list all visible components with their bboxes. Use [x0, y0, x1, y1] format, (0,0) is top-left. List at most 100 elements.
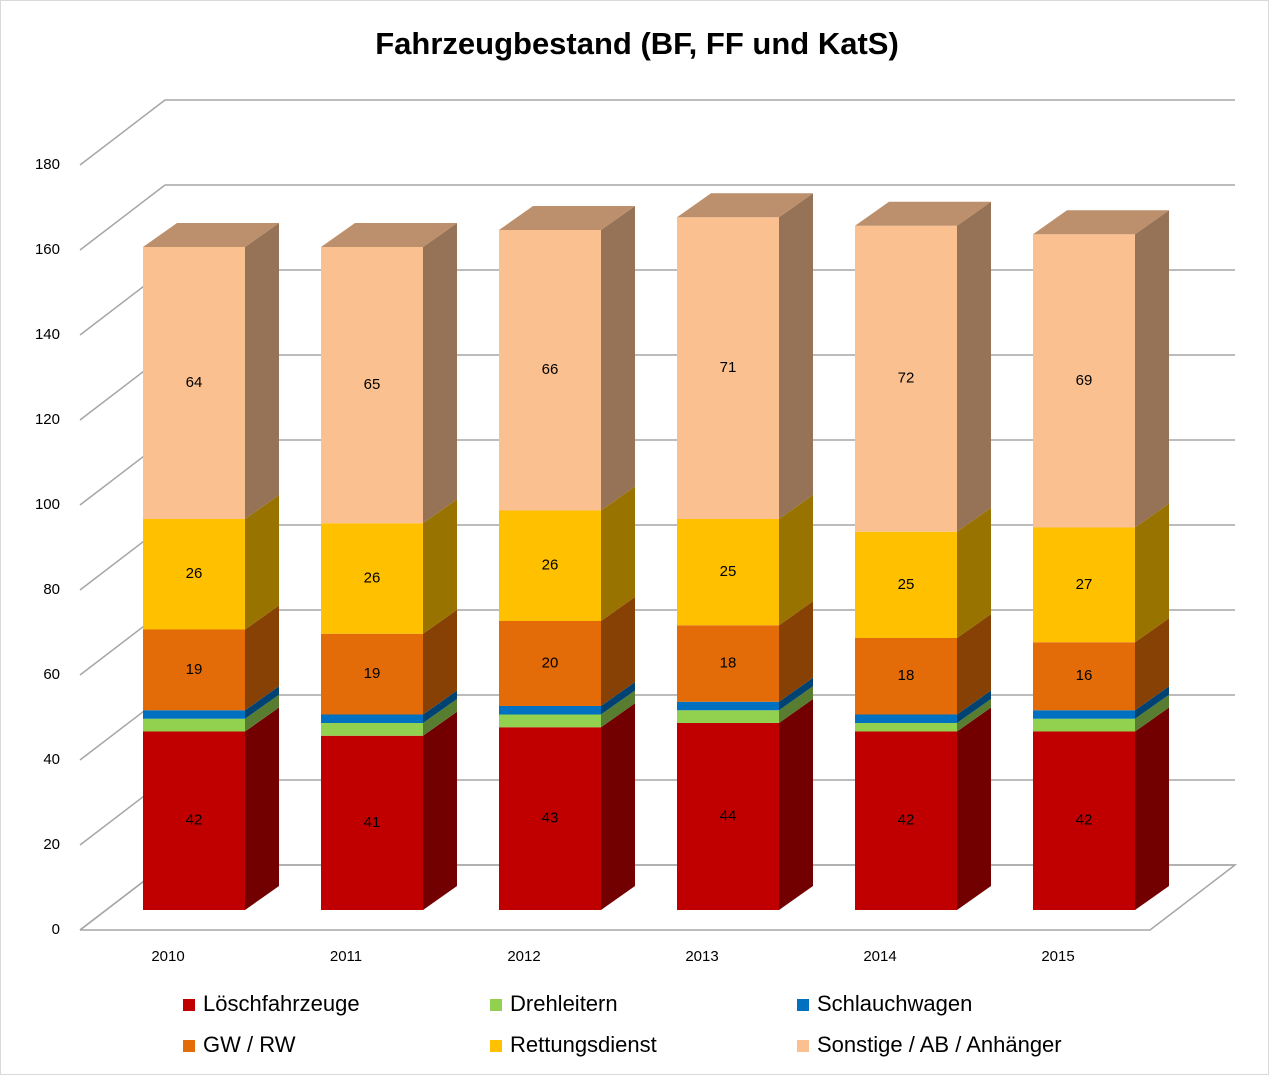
bar	[855, 225, 957, 532]
bar-side	[245, 694, 279, 732]
bar	[677, 217, 779, 519]
y-tick-label: 140	[35, 326, 60, 343]
bar-side	[601, 690, 635, 728]
y-tick-label: 0	[52, 921, 60, 938]
bar-side	[601, 206, 635, 511]
bar-top	[1033, 210, 1169, 235]
bar-side	[423, 609, 457, 715]
bar-side	[1135, 618, 1169, 711]
bar-side	[957, 507, 991, 638]
bar	[1033, 527, 1135, 643]
bar	[499, 230, 601, 511]
bar	[1033, 234, 1135, 528]
bar	[677, 519, 779, 626]
bar-side	[779, 495, 813, 626]
bar-side	[957, 707, 991, 910]
data-label: 19	[364, 665, 381, 682]
bar-side	[779, 686, 813, 723]
data-label: 20	[542, 654, 559, 671]
bar	[499, 727, 601, 910]
data-label: 25	[720, 563, 737, 580]
legend-label: Schlauchwagen	[817, 991, 972, 1016]
x-tick-label: 2010	[151, 948, 184, 965]
bar-side	[601, 682, 635, 715]
bar	[855, 723, 957, 732]
data-label: 66	[542, 361, 559, 378]
data-label: 43	[542, 810, 559, 827]
bar	[1033, 642, 1135, 711]
bar	[855, 731, 957, 910]
data-label: 26	[364, 569, 381, 586]
bar	[321, 735, 423, 910]
data-label: 18	[898, 667, 915, 684]
bar-side	[957, 201, 991, 532]
bar	[677, 625, 779, 702]
data-label: 71	[720, 359, 737, 376]
bar-side	[601, 597, 635, 706]
y-tick-label: 180	[35, 156, 60, 173]
legend-label: Drehleitern	[510, 991, 618, 1016]
grid-line	[79, 184, 166, 251]
y-tick-label: 120	[35, 411, 60, 428]
legend-label: Löschfahrzeuge	[203, 991, 360, 1016]
bar-side	[245, 707, 279, 910]
bar-side	[1135, 503, 1169, 643]
bar-side	[601, 703, 635, 910]
data-label: 72	[898, 370, 915, 387]
bar	[499, 621, 601, 706]
bar	[677, 723, 779, 910]
bar-side	[423, 711, 457, 910]
bar	[321, 633, 423, 715]
data-label: 42	[898, 812, 915, 829]
y-tick-label: 160	[35, 241, 60, 258]
bar-top	[143, 223, 279, 247]
bar-side	[957, 690, 991, 723]
bar	[321, 247, 423, 524]
y-tick-label: 20	[43, 836, 60, 853]
x-tick-label: 2015	[1041, 948, 1074, 965]
bar	[143, 247, 245, 519]
bar-side	[779, 677, 813, 711]
bar	[1033, 710, 1135, 719]
bar	[677, 710, 779, 723]
chart-title: Fahrzeugbestand (BF, FF und KatS)	[375, 26, 899, 61]
bar	[143, 718, 245, 732]
legend-swatch	[490, 999, 502, 1011]
bar-side	[957, 699, 991, 732]
bar	[855, 531, 957, 638]
bar	[321, 523, 423, 634]
bar-side	[779, 193, 813, 519]
data-label: 64	[186, 374, 203, 391]
bar	[499, 510, 601, 621]
legend-swatch	[797, 999, 809, 1011]
bar-side	[601, 486, 635, 621]
y-tick-label: 60	[43, 666, 60, 683]
bar	[499, 706, 601, 715]
bar	[321, 723, 423, 736]
bar	[1033, 718, 1135, 732]
bar-top	[855, 201, 991, 226]
y-tick-label: 40	[43, 751, 60, 768]
bar	[143, 519, 245, 630]
bar-side	[1135, 707, 1169, 910]
legend-label: Sonstige / AB / Anhänger	[817, 1032, 1062, 1057]
legend-label: Rettungsdienst	[510, 1032, 657, 1057]
grid-line	[79, 99, 166, 166]
bar-side	[245, 686, 279, 719]
bar-top	[677, 193, 813, 218]
x-tick-label: 2013	[685, 948, 718, 965]
bar	[855, 638, 957, 715]
data-label: 26	[542, 557, 559, 574]
bar-top	[499, 206, 635, 230]
x-tick-label: 2011	[330, 948, 362, 965]
bar-side	[423, 690, 457, 723]
bar	[143, 710, 245, 719]
bar-side	[1135, 686, 1169, 719]
bar-side	[957, 614, 991, 715]
legend-swatch	[797, 1040, 809, 1052]
data-label: 26	[186, 565, 203, 582]
bar-side	[423, 499, 457, 634]
data-label: 27	[1076, 576, 1093, 593]
